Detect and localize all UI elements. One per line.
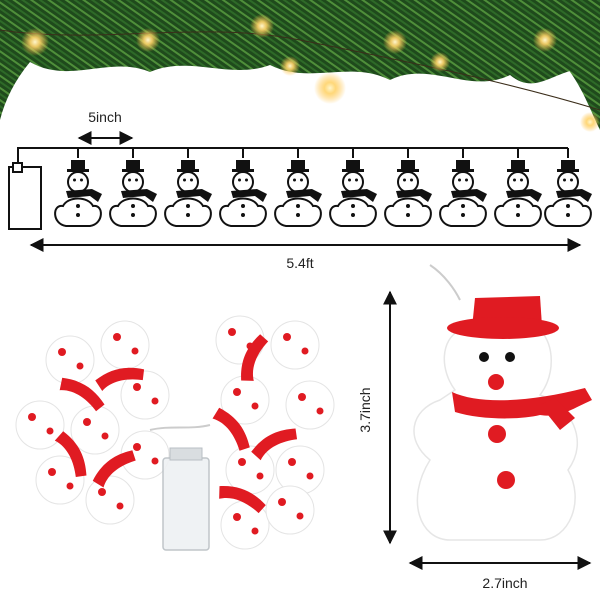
length-label: 5.4ft (286, 255, 313, 271)
width-label: 2.7inch (482, 575, 527, 591)
snowman-cluster (15, 315, 335, 551)
garland (0, 0, 600, 132)
height-label: 3.7inch (357, 387, 373, 432)
large-snowman (383, 264, 592, 570)
spacing-label: 5inch (88, 109, 121, 125)
string-diagram (8, 131, 593, 252)
